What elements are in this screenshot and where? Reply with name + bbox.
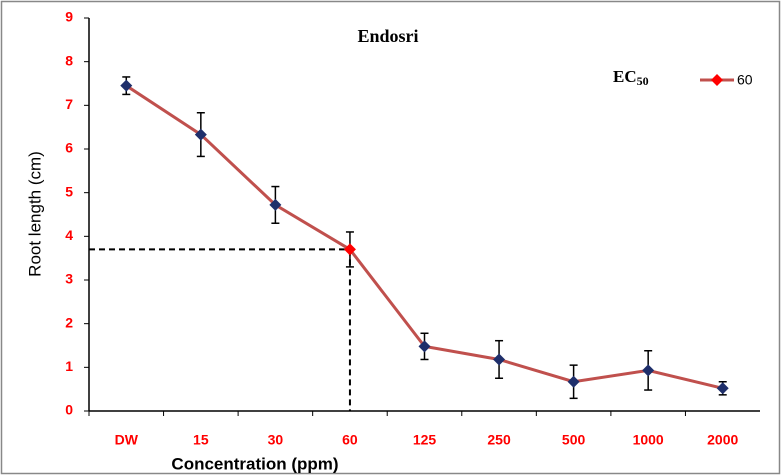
y-tick-label: 3	[65, 271, 73, 287]
legend-title-base: EC	[613, 67, 637, 86]
marker	[194, 128, 207, 141]
x-axis-label: Concentration (ppm)	[171, 454, 338, 473]
y-axis-label: Root length (cm)	[25, 151, 44, 277]
marker	[343, 243, 356, 256]
y-tick-label: 0	[65, 402, 73, 418]
y-tick-label: 1	[65, 358, 73, 374]
legend-label: 60	[737, 72, 753, 88]
x-tick-label: 15	[193, 432, 209, 448]
x-tick-label: 250	[487, 432, 511, 448]
marker	[269, 198, 282, 211]
marker	[567, 375, 580, 388]
x-tick-label: 2000	[707, 432, 738, 448]
x-tick-label: 1000	[633, 432, 664, 448]
y-tick-label: 7	[65, 96, 73, 112]
marker	[642, 364, 655, 377]
y-tick-label: 4	[65, 227, 73, 243]
marker	[120, 79, 133, 92]
legend-title: EC50	[613, 67, 649, 88]
x-tick-label: 125	[413, 432, 437, 448]
legend-title-subscript: 50	[637, 74, 649, 88]
y-tick-label: 6	[65, 140, 73, 156]
marker	[716, 382, 729, 395]
y-tick-label: 2	[65, 314, 73, 330]
x-tick-label: 500	[562, 432, 586, 448]
marker	[418, 340, 431, 353]
x-tick-label: 30	[268, 432, 284, 448]
x-tick-label: DW	[115, 432, 139, 448]
chart-title: Endosri	[357, 26, 418, 46]
marker	[493, 353, 506, 366]
legend-marker	[711, 74, 723, 86]
y-tick-label: 9	[65, 9, 73, 25]
y-tick-label: 8	[65, 52, 73, 68]
x-tick-label: 60	[342, 432, 358, 448]
y-tick-label: 5	[65, 183, 73, 199]
